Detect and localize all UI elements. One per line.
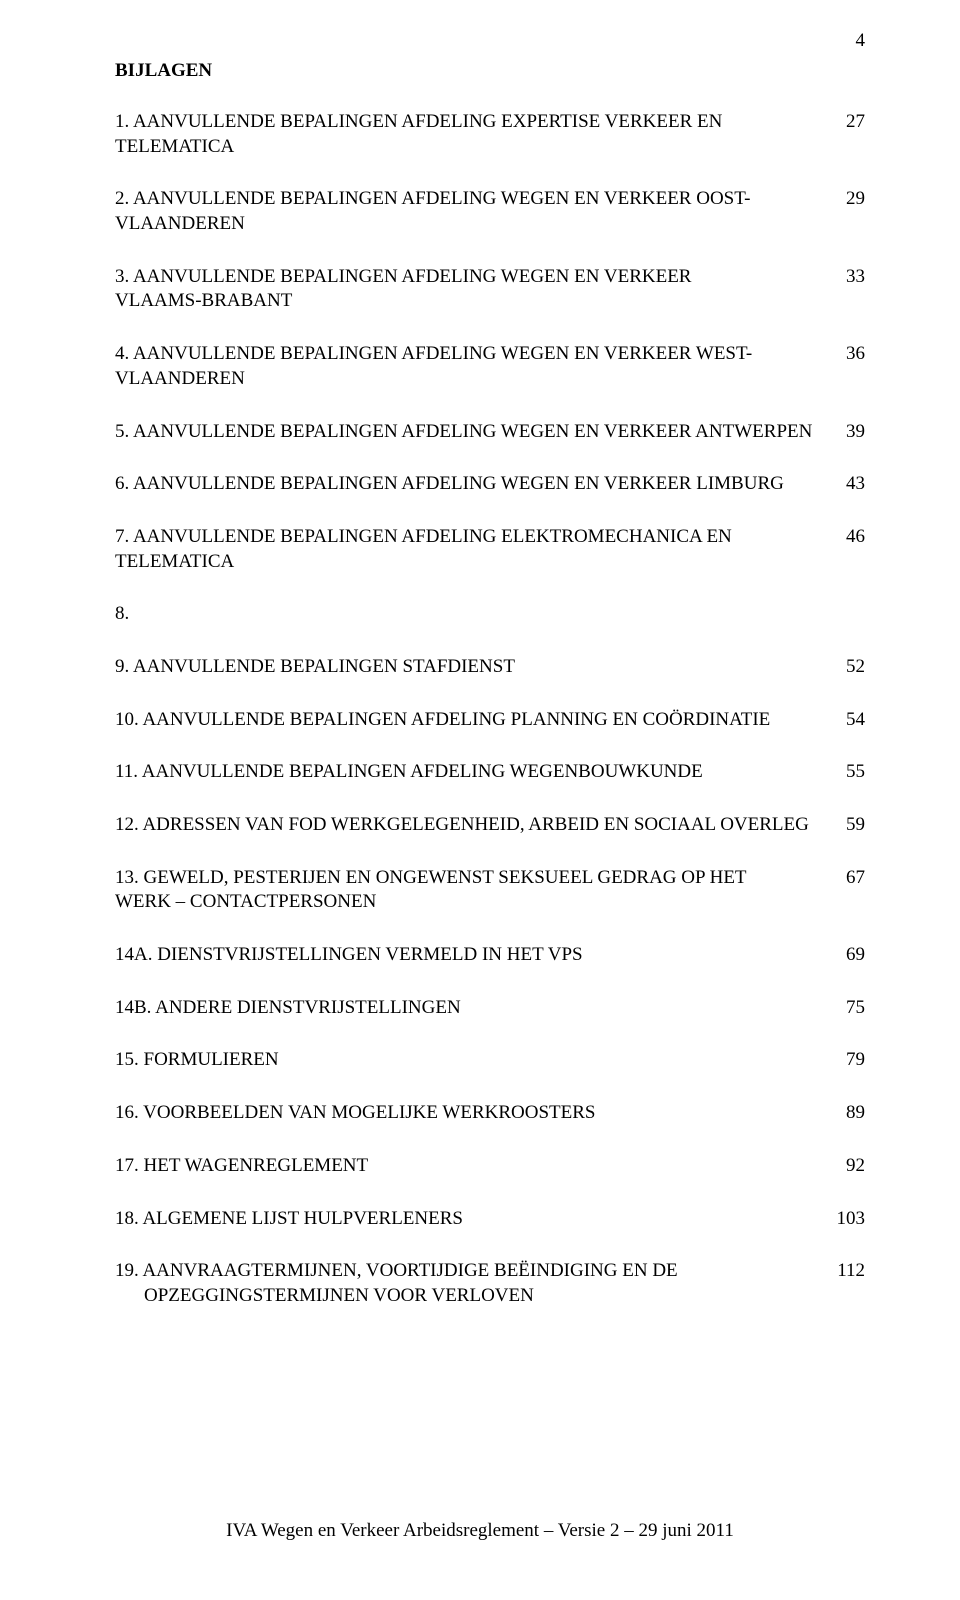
toc-label: 6. AANVULLENDE BEPALINGEN AFDELING WEGEN… (115, 472, 825, 497)
toc-label: 3. AANVULLENDE BEPALINGEN AFDELING WEGEN… (115, 265, 765, 314)
toc-entry: 7. AANVULLENDE BEPALINGEN AFDELING ELEKT… (115, 525, 865, 574)
toc-label-line: OPZEGGINGSTERMIJNEN VOOR VERLOVEN (115, 1284, 815, 1309)
toc-label: 2. AANVULLENDE BEPALINGEN AFDELING WEGEN… (115, 187, 765, 236)
toc-entry: 8. (115, 602, 865, 627)
toc-label: 13. GEWELD, PESTERIJEN EN ONGEWENST SEKS… (115, 866, 765, 915)
toc-page-number: 54 (825, 708, 865, 733)
toc-label: 7. AANVULLENDE BEPALINGEN AFDELING ELEKT… (115, 525, 765, 574)
toc-entry: 14A. DIENSTVRIJSTELLINGEN VERMELD IN HET… (115, 943, 865, 968)
toc-label: 10. AANVULLENDE BEPALINGEN AFDELING PLAN… (115, 708, 825, 733)
toc-label: 19. AANVRAAGTERMIJNEN, VOORTIJDIGE BEËIN… (115, 1259, 825, 1308)
toc-page-number: 112 (825, 1259, 865, 1284)
toc-entry: 19. AANVRAAGTERMIJNEN, VOORTIJDIGE BEËIN… (115, 1259, 865, 1308)
toc-label: 11. AANVULLENDE BEPALINGEN AFDELING WEGE… (115, 760, 825, 785)
toc-page-number: 55 (825, 760, 865, 785)
toc-page-number: 29 (825, 187, 865, 212)
toc-entry: 9. AANVULLENDE BEPALINGEN STAFDIENST 52 (115, 655, 865, 680)
toc-page-number: 36 (825, 342, 865, 367)
toc-page-number: 59 (825, 813, 865, 838)
toc-page-number: 27 (825, 110, 865, 135)
toc-label: 16. VOORBEELDEN VAN MOGELIJKE WERKROOSTE… (115, 1101, 825, 1126)
toc-label: 15. FORMULIEREN (115, 1048, 825, 1073)
toc-page-number: 75 (825, 996, 865, 1021)
toc-page-number: 69 (825, 943, 865, 968)
toc-entry: 11. AANVULLENDE BEPALINGEN AFDELING WEGE… (115, 760, 865, 785)
toc-page-number: 79 (825, 1048, 865, 1073)
toc-entry: 15. FORMULIEREN 79 (115, 1048, 865, 1073)
toc-entry: 4. AANVULLENDE BEPALINGEN AFDELING WEGEN… (115, 342, 865, 391)
toc-label: 5. AANVULLENDE BEPALINGEN AFDELING WEGEN… (115, 420, 825, 445)
toc-entry: 1. AANVULLENDE BEPALINGEN AFDELING EXPER… (115, 110, 865, 159)
toc-page-number: 46 (825, 525, 865, 550)
toc-entry: 16. VOORBEELDEN VAN MOGELIJKE WERKROOSTE… (115, 1101, 865, 1126)
toc-label: 8. (115, 602, 825, 627)
toc-page-number: 103 (825, 1207, 865, 1232)
toc-entry: 6. AANVULLENDE BEPALINGEN AFDELING WEGEN… (115, 472, 865, 497)
toc-page-number: 92 (825, 1154, 865, 1179)
toc-entry: 17. HET WAGENREGLEMENT 92 (115, 1154, 865, 1179)
toc-entry: 3. AANVULLENDE BEPALINGEN AFDELING WEGEN… (115, 265, 865, 314)
toc-label: 14A. DIENSTVRIJSTELLINGEN VERMELD IN HET… (115, 943, 825, 968)
toc-page-number: 67 (825, 866, 865, 891)
toc-entry: 14B. ANDERE DIENSTVRIJSTELLINGEN 75 (115, 996, 865, 1021)
toc-label: 9. AANVULLENDE BEPALINGEN STAFDIENST (115, 655, 825, 680)
toc-label: 12. ADRESSEN VAN FOD WERKGELEGENHEID, AR… (115, 813, 825, 838)
toc-page-number: 52 (825, 655, 865, 680)
toc-entry: 10. AANVULLENDE BEPALINGEN AFDELING PLAN… (115, 708, 865, 733)
toc-entry: 13. GEWELD, PESTERIJEN EN ONGEWENST SEKS… (115, 866, 865, 915)
document-page: 4 BIJLAGEN 1. AANVULLENDE BEPALINGEN AFD… (0, 0, 960, 1600)
toc-entry: 18. ALGEMENE LIJST HULPVERLENERS 103 (115, 1207, 865, 1232)
toc-entry: 2. AANVULLENDE BEPALINGEN AFDELING WEGEN… (115, 187, 865, 236)
page-footer: IVA Wegen en Verkeer Arbeidsreglement – … (0, 1520, 960, 1542)
toc-label: 4. AANVULLENDE BEPALINGEN AFDELING WEGEN… (115, 342, 765, 391)
toc-label: 17. HET WAGENREGLEMENT (115, 1154, 825, 1179)
toc-entry: 12. ADRESSEN VAN FOD WERKGELEGENHEID, AR… (115, 813, 865, 838)
toc-entry: 5. AANVULLENDE BEPALINGEN AFDELING WEGEN… (115, 420, 865, 445)
toc-label-line: 19. AANVRAAGTERMIJNEN, VOORTIJDIGE BEËIN… (115, 1259, 815, 1284)
toc-label: 1. AANVULLENDE BEPALINGEN AFDELING EXPER… (115, 110, 765, 159)
page-number: 4 (856, 30, 866, 52)
toc-heading: BIJLAGEN (115, 60, 865, 82)
toc-page-number: 43 (825, 472, 865, 497)
toc-page-number: 33 (825, 265, 865, 290)
toc-label: 18. ALGEMENE LIJST HULPVERLENERS (115, 1207, 825, 1232)
toc-page-number: 89 (825, 1101, 865, 1126)
toc-label: 14B. ANDERE DIENSTVRIJSTELLINGEN (115, 996, 825, 1021)
toc-page-number: 39 (825, 420, 865, 445)
table-of-contents: 1. AANVULLENDE BEPALINGEN AFDELING EXPER… (115, 110, 865, 1309)
